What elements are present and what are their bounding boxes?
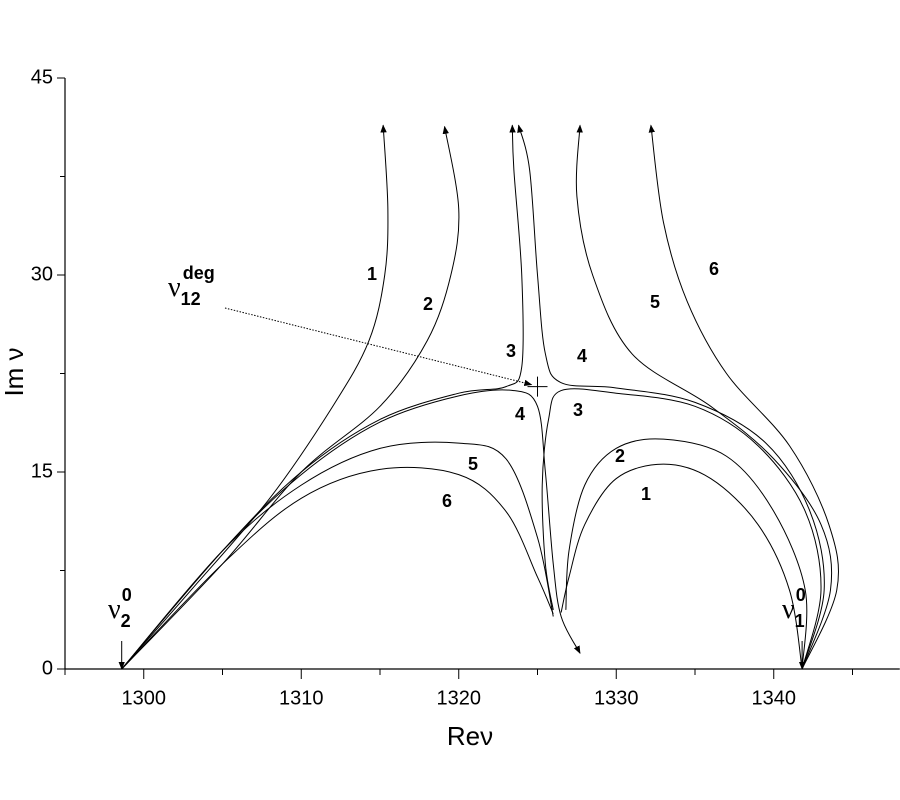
curve-label: 1	[367, 264, 377, 284]
trajectory	[121, 441, 554, 670]
x-tick-label: 1320	[437, 687, 482, 709]
annotation-sub: 1	[795, 611, 805, 631]
curve-label: 5	[650, 292, 660, 312]
annotation: ν1 0	[782, 585, 806, 631]
annotation-sub: 2	[121, 611, 131, 631]
trajectory	[565, 438, 808, 670]
trajectory	[121, 124, 524, 670]
curve-label: 2	[423, 294, 433, 314]
curve-label: 2	[615, 446, 625, 466]
annotation-arrow	[224, 307, 533, 386]
curve-label: 3	[573, 400, 583, 420]
y-tick-label: 15	[31, 460, 53, 482]
annotation-sup: deg	[183, 263, 215, 283]
curve-label: 1	[641, 484, 651, 504]
annotation-sup: 0	[122, 585, 132, 605]
curve-label: 4	[577, 346, 587, 366]
x-tick-label: 1340	[752, 687, 797, 709]
curve-label: 6	[442, 491, 452, 511]
curve-label: 6	[709, 259, 719, 279]
annotation-sub: 12	[181, 289, 201, 309]
trajectory	[560, 463, 803, 670]
annotation: ν12 deg	[168, 263, 215, 309]
degeneracy-point	[527, 376, 548, 397]
trajectory	[648, 124, 839, 670]
trajectory	[541, 388, 822, 670]
annotation-sup: 0	[796, 585, 806, 605]
y-tick-label: 30	[31, 263, 53, 285]
trajectory	[575, 124, 833, 670]
y-axis-label: Im ν	[0, 347, 29, 396]
curve-label: 4	[515, 404, 525, 424]
trajectory	[121, 124, 389, 670]
trajectory	[121, 389, 581, 670]
y-tick-label: 0	[42, 657, 53, 679]
y-tick-label: 45	[31, 66, 53, 88]
annotation-symbol: ν	[108, 594, 121, 625]
annotation: ν2 0	[108, 585, 132, 631]
curve-label: 3	[506, 341, 516, 361]
trajectory	[517, 124, 825, 670]
trajectory	[121, 125, 460, 670]
annotation-symbol: ν	[782, 594, 795, 625]
x-tick-label: 1330	[594, 687, 639, 709]
curve-label: 5	[468, 454, 478, 474]
x-tick-label: 1310	[279, 687, 324, 709]
x-tick-label: 1300	[122, 687, 167, 709]
annotation-symbol: ν	[168, 272, 181, 303]
trajectory	[121, 466, 554, 670]
x-axis-label: Reν	[447, 721, 493, 751]
